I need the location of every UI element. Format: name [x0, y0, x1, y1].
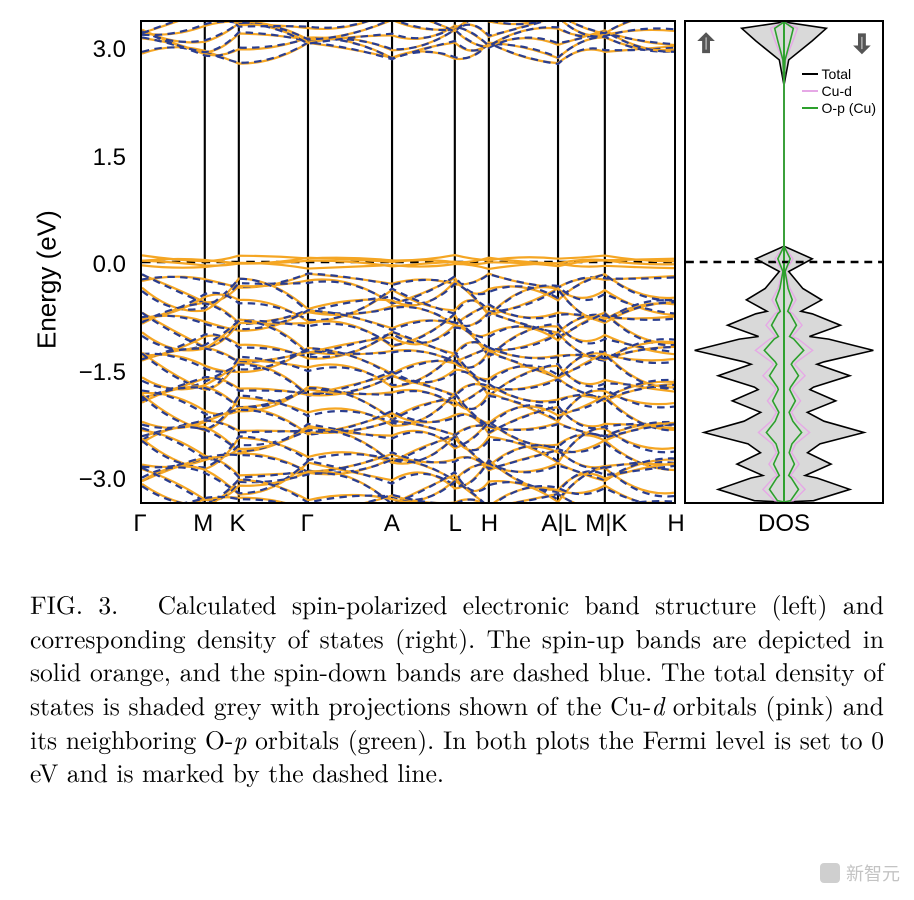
legend-item-cud: Cu-d [802, 83, 876, 99]
caption-italic: p [233, 721, 246, 757]
legend-item-total: Total [802, 66, 876, 82]
dos-legend: Total Cu-d O-p (Cu) [802, 66, 876, 117]
spin-up-arrow-icon: ⇧ [696, 30, 716, 59]
kpath-tick-label: M [193, 510, 213, 538]
watermark: 新智元 [820, 860, 900, 886]
dos-panel: ⇧ ⇩ Total Cu-d O-p (Cu) DOS [684, 20, 884, 540]
legend-swatch [802, 73, 818, 76]
kpath-tick-label: Γ [133, 510, 146, 538]
y-axis-ticks: 3.0 1.5 0.0 −1.5 −3.0 [72, 20, 132, 540]
legend-swatch [802, 107, 818, 110]
legend-label: O-p (Cu) [822, 100, 876, 116]
legend-label: Cu-d [822, 83, 852, 99]
y-axis-label: Energy (eV) [30, 20, 64, 540]
ytick: 0.0 [72, 253, 126, 277]
figure-row: Energy (eV) 3.0 1.5 0.0 −1.5 −3.0 Γ MK Γ A L… [30, 20, 884, 540]
caption-italic: d [651, 687, 664, 723]
ytick: 1.5 [72, 146, 126, 170]
dos-x-axis-label: DOS [684, 504, 884, 540]
band-svg [142, 22, 674, 502]
kpath-tick-label: H [481, 510, 498, 538]
legend-label: Total [822, 66, 852, 82]
kpath-tick-label: M|K [585, 510, 627, 538]
kpath-tick-label: A [384, 510, 400, 538]
figure-caption: FIG. 3. Calculated spin-polarized electr… [30, 588, 884, 790]
ytick: −1.5 [72, 361, 126, 385]
band-structure-plot [140, 20, 676, 504]
dos-plot: ⇧ ⇩ Total Cu-d O-p (Cu) [684, 20, 884, 504]
caption-label: FIG. 3. [30, 586, 118, 622]
watermark-text: 新智元 [846, 860, 900, 886]
legend-item-op: O-p (Cu) [802, 100, 876, 116]
kpath-tick-labels: ΓMKΓALHA|LM|KH [140, 504, 676, 540]
ytick: −3.0 [72, 468, 126, 492]
kpath-tick-label: L [448, 510, 461, 538]
watermark-icon [820, 863, 840, 883]
kpath-tick-label: K [230, 510, 246, 538]
spin-down-arrow-icon: ⇩ [852, 30, 872, 59]
kpath-tick-label: H [667, 510, 684, 538]
kpath-tick-label: Γ [301, 510, 314, 538]
kpath-tick-label: A|L [541, 510, 577, 538]
ytick: 3.0 [72, 38, 126, 62]
band-structure-panel: ΓMKΓALHA|LM|KH [140, 20, 676, 540]
legend-swatch [802, 90, 818, 93]
